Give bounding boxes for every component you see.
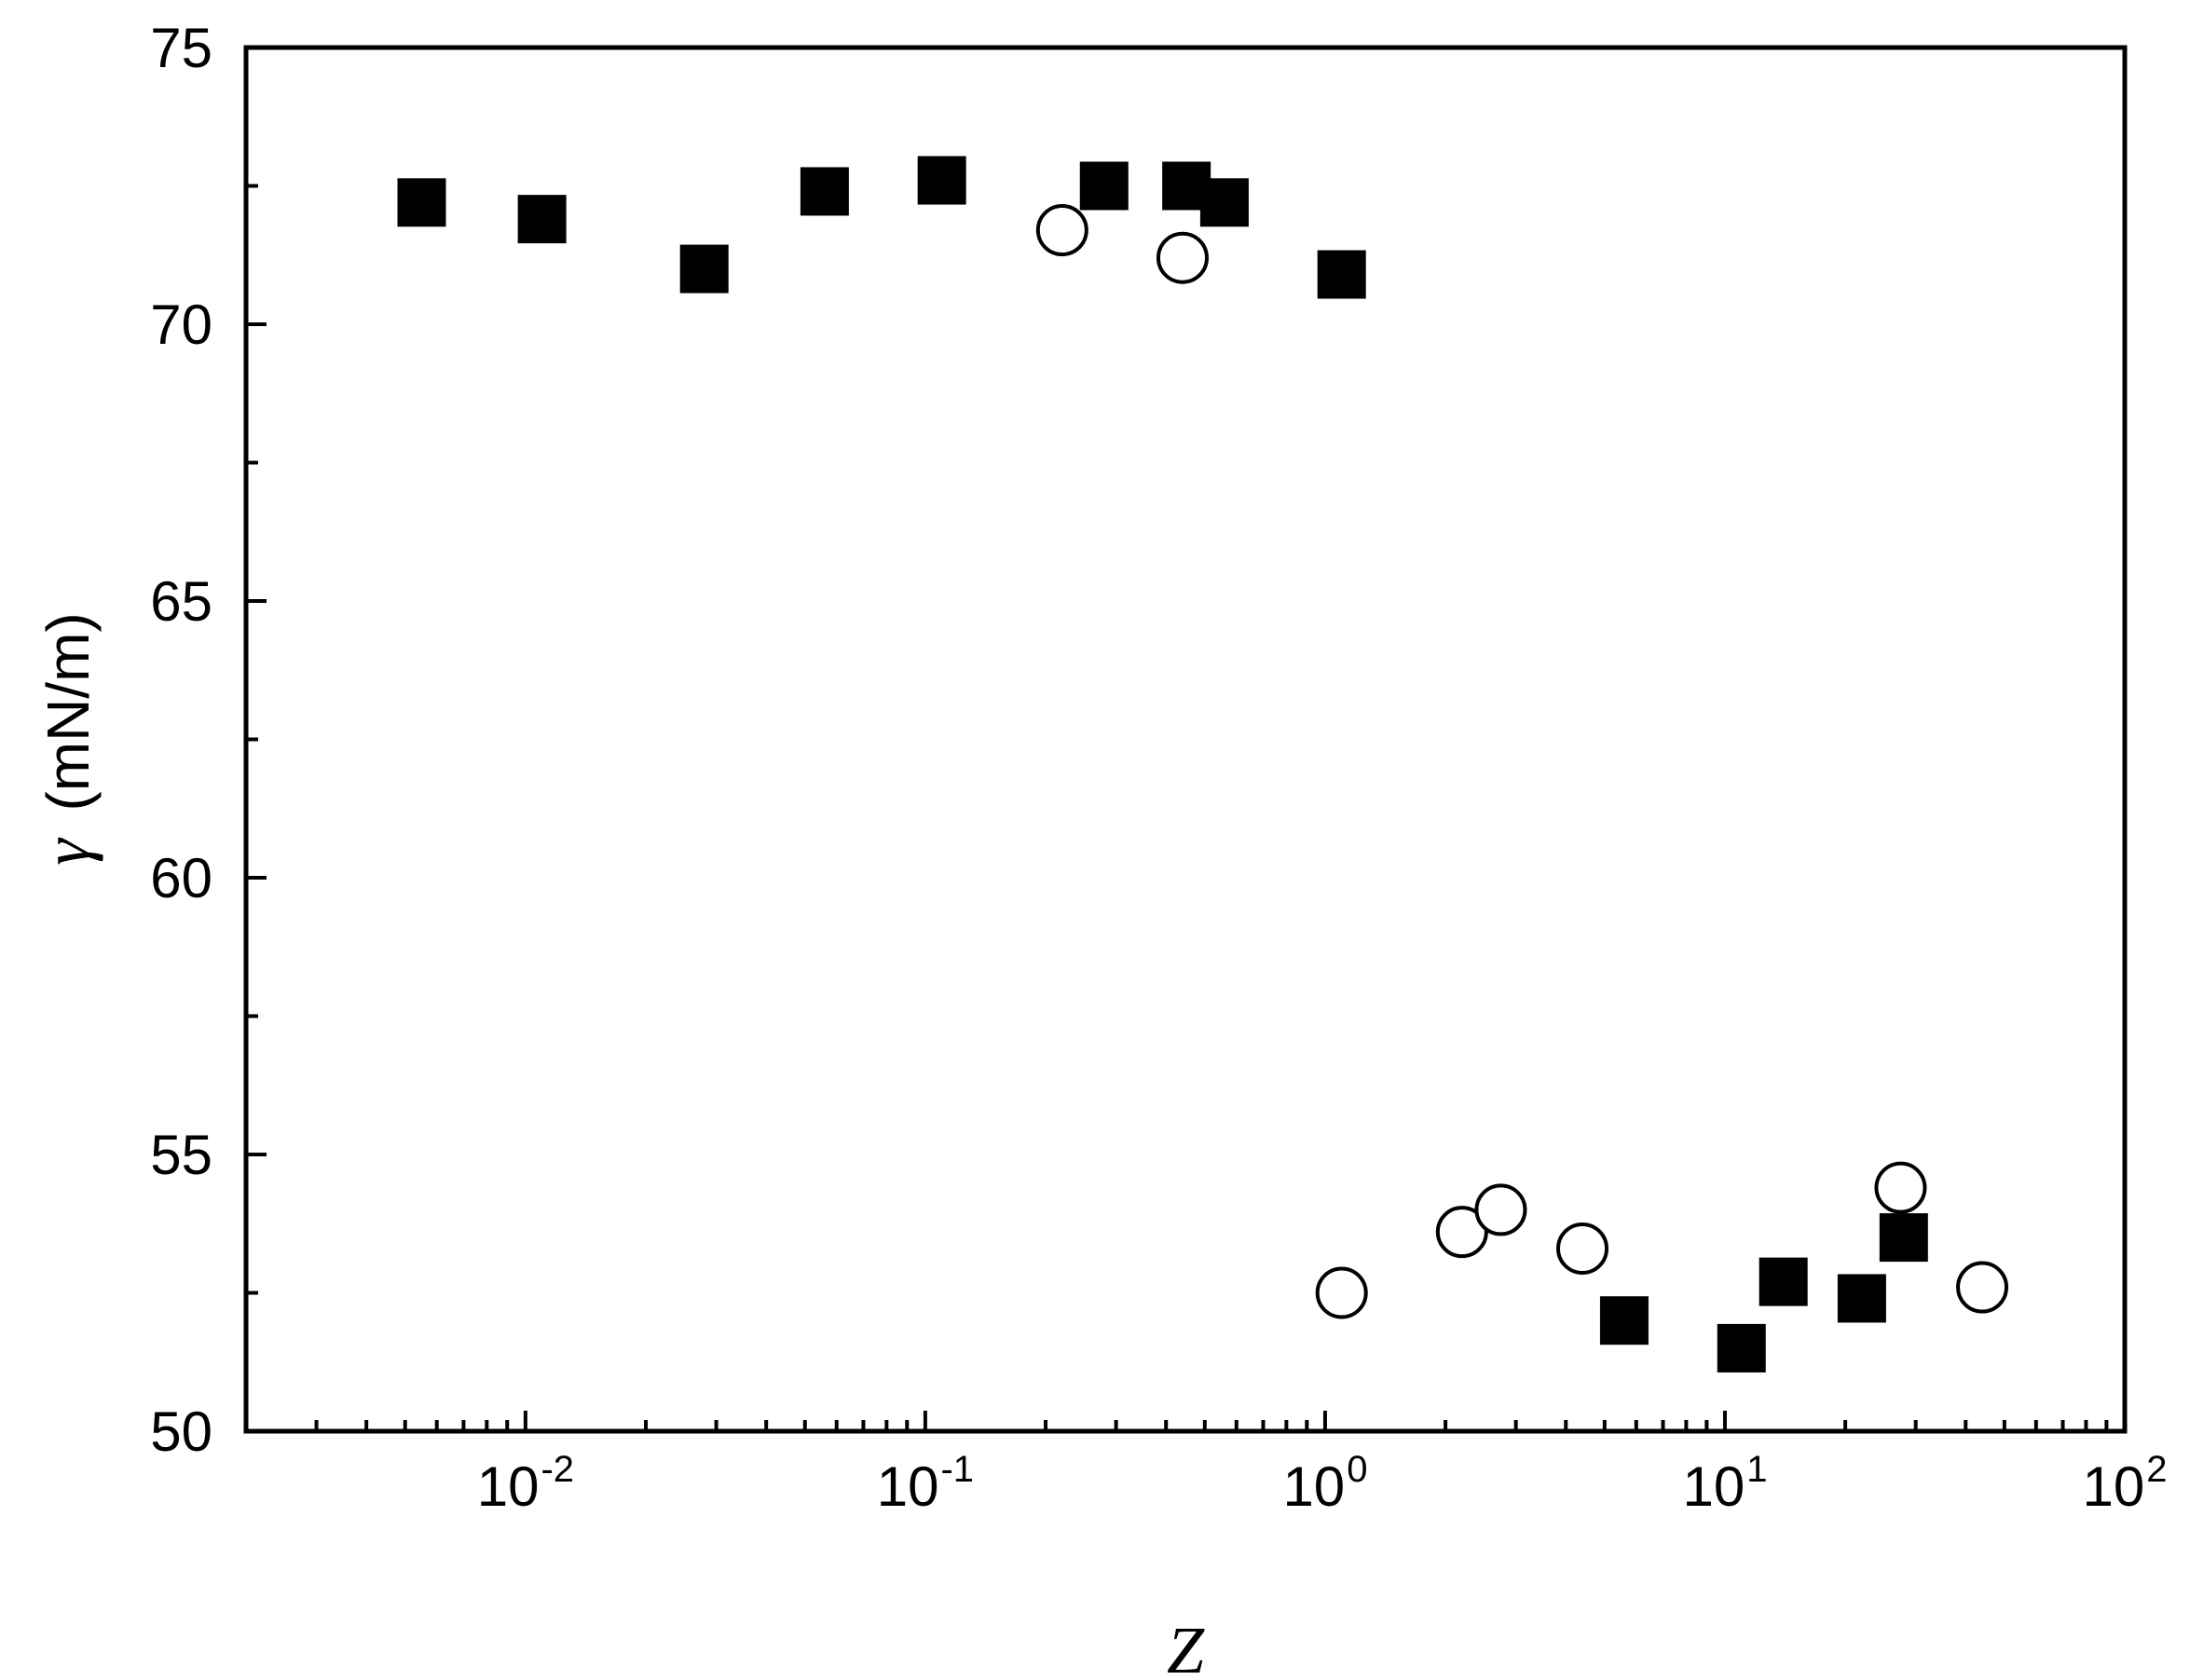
data-markers [397,156,2009,1373]
x-tick-label: 102 [2083,1449,2168,1518]
data-point-square [1717,1323,1766,1373]
x-axis-title: Z [1167,1613,1205,1680]
data-point-square [800,167,849,216]
data-point-circle [1474,1183,1527,1236]
data-point-square [1879,1213,1928,1263]
y-axis-ticks [246,46,267,1433]
data-point-square [1317,250,1366,299]
y-tick-label: 70 [150,294,212,356]
data-point-square [397,178,446,227]
y-axis-title-symbol: γ [29,838,103,866]
x-tick-label: 101 [1682,1449,1767,1518]
data-point-square [1599,1296,1649,1345]
data-point-square [1199,178,1249,227]
data-point-circle [1035,204,1088,257]
x-axis-tick-labels: 10-2 10-1 100 101 102 [477,1449,2168,1518]
y-axis-title-unit: (mN/m) [34,612,102,811]
x-axis-ticks [244,1411,2127,1431]
data-point-square [1837,1274,1886,1323]
data-point-square [517,195,567,244]
data-point-circle [1956,1261,2009,1314]
data-point-circle [1874,1161,1927,1214]
y-tick-label: 75 [150,17,212,79]
y-axis-tick-labels: 50 55 60 65 70 75 [150,17,212,1463]
data-point-circle [1315,1266,1368,1319]
data-point-circle [1435,1206,1488,1259]
x-tick-label: 10-1 [877,1449,974,1518]
data-point-square [917,156,966,205]
x-tick-label: 100 [1282,1449,1367,1518]
y-tick-label: 60 [150,847,212,909]
data-point-square [1079,161,1129,211]
y-tick-label: 55 [150,1124,212,1186]
data-point-square [679,244,729,294]
y-axis-title: γ (mN/m) [29,612,103,865]
data-point-circle [1156,231,1209,284]
data-point-circle [1556,1222,1609,1275]
x-tick-label: 10-2 [477,1449,574,1518]
y-tick-label: 65 [150,570,212,633]
y-tick-label: 50 [150,1400,212,1463]
data-point-square [1759,1257,1808,1306]
